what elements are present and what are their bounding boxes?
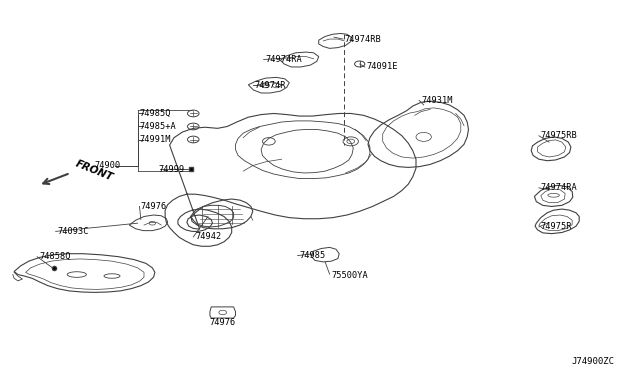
Text: 74976: 74976	[209, 318, 236, 327]
Text: 74091E: 74091E	[366, 62, 397, 71]
Text: 74974RB: 74974RB	[344, 35, 381, 44]
Text: 74975R: 74975R	[541, 222, 572, 231]
Text: J74900ZC: J74900ZC	[572, 357, 614, 366]
Text: 74974RA: 74974RA	[266, 55, 302, 64]
Text: 74942: 74942	[195, 232, 221, 241]
Text: 74985+A: 74985+A	[140, 122, 176, 131]
Text: 74985: 74985	[300, 251, 326, 260]
Text: 74991M: 74991M	[140, 135, 171, 144]
Text: 74974RA: 74974RA	[541, 183, 577, 192]
Text: 74976: 74976	[141, 202, 167, 211]
Text: 74931M: 74931M	[421, 96, 452, 105]
Text: 74858Q: 74858Q	[40, 252, 71, 261]
Text: 74975RB: 74975RB	[541, 131, 577, 140]
Text: 74974R: 74974R	[255, 81, 286, 90]
Text: 75500YA: 75500YA	[332, 271, 368, 280]
Text: 74999: 74999	[159, 165, 185, 174]
Text: FRONT: FRONT	[74, 159, 114, 183]
Text: 74093C: 74093C	[58, 227, 89, 236]
Text: 74985Q: 74985Q	[140, 109, 171, 118]
Text: 74900: 74900	[95, 161, 121, 170]
